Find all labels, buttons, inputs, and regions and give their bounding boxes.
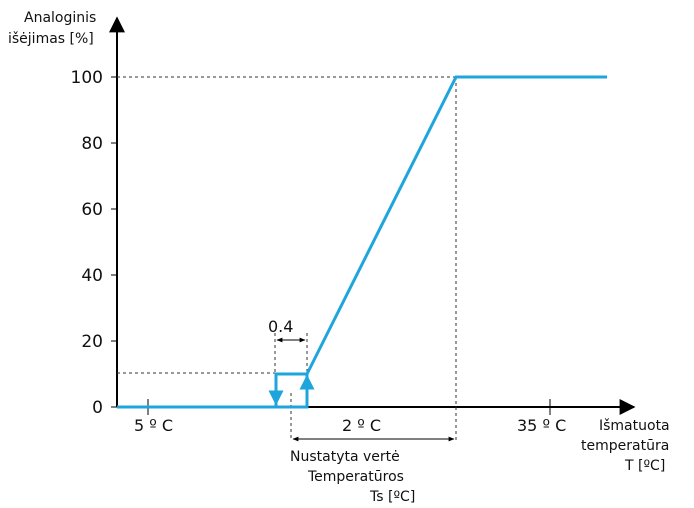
y-tick-label: 60	[81, 200, 103, 220]
y-tick-label: 40	[81, 266, 103, 286]
y-tick-label: 100	[71, 68, 103, 88]
x-tick-label-2c: 2 º C	[342, 416, 381, 435]
y-tick-label: 80	[81, 134, 103, 154]
x-axis-label-line-2: temperatūra	[581, 438, 669, 454]
y-tick-label: 0	[92, 398, 103, 418]
y-ticks: 0 20 40 60 80 100	[71, 68, 117, 418]
setpoint-label-line-1: Nustatyta vertė	[290, 449, 400, 465]
y-axis-label-line-2: išėjimas [%]	[8, 31, 94, 47]
y-axis-label-line-1: Analoginis	[24, 10, 96, 26]
y-tick-label: 20	[81, 332, 103, 352]
series-layer	[117, 75, 607, 409]
series-hysteresis-path	[117, 372, 309, 409]
x-axis-label-line-1: Išmatuota	[599, 418, 670, 434]
series-ramp-line	[305, 75, 607, 375]
setpoint-label-line-3: Ts [ºC]	[369, 489, 415, 505]
setpoint-label-line-2: Temperatūros	[307, 469, 404, 485]
x-tick-label-5c: 5 º C	[134, 416, 173, 435]
x-tick-label-35c: 35 º C	[517, 416, 566, 435]
hysteresis-label: 0.4	[268, 317, 293, 336]
x-axis-label-line-3: T [ºC]	[624, 458, 665, 474]
